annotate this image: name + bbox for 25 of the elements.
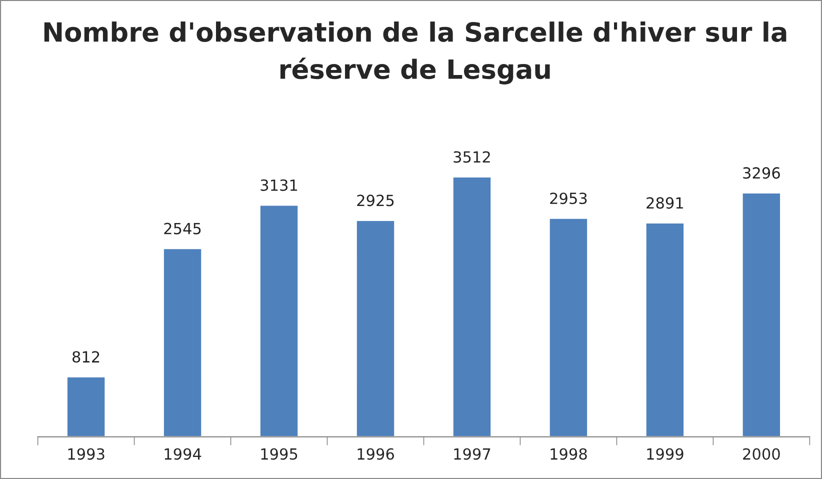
x-tick-label: 2000 [743,448,780,460]
x-tick-label: 1994 [164,448,202,460]
data-label: 3296 [743,167,780,179]
bar [741,192,782,437]
data-label: 812 [72,351,100,363]
x-tick-label: 1998 [550,448,587,460]
x-tick-label: 1999 [647,448,684,460]
data-label: 2953 [550,192,587,204]
x-tick-label: 1997 [454,448,490,460]
bar [548,218,588,437]
bar [162,248,203,437]
bar [356,220,396,437]
x-tick-label: 1996 [358,448,394,460]
x-tick-label: 1995 [261,448,298,460]
bar [259,204,300,437]
data-label: 3131 [260,179,298,191]
x-tick-label: 1993 [68,448,104,460]
chart-title: Nombre d'observation de la Sarcelle d'hiver sur la réserve de Lesgau [44,22,786,84]
data-label: 2891 [646,197,683,209]
data-label: 2925 [357,194,394,206]
bar [66,376,106,437]
data-label: 3512 [454,151,490,163]
bar [644,222,685,437]
data-label: 2545 [164,222,201,234]
bar [452,176,492,437]
